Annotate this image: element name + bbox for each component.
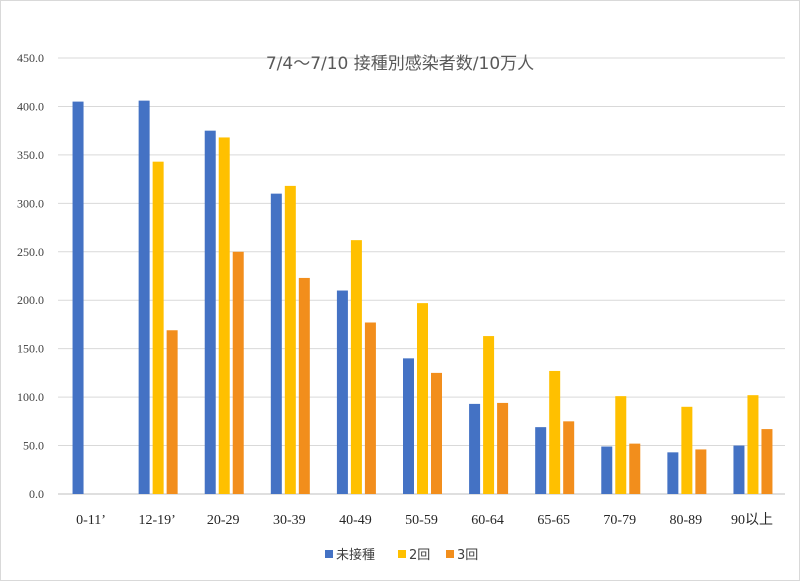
x-tick-label: 70-79 xyxy=(603,513,636,528)
x-tick-label: 20-29 xyxy=(207,513,240,528)
bar-未接種-65-65 xyxy=(535,427,547,494)
gridlines xyxy=(58,57,785,495)
bar-2回-50-59 xyxy=(417,303,428,494)
x-tick-label: 65-65 xyxy=(537,513,570,528)
legend-swatch-3回 xyxy=(446,550,454,558)
bar-2回-90以上 xyxy=(747,395,759,494)
legend-swatch-未接種 xyxy=(325,550,333,558)
y-tick-label: 300.0 xyxy=(17,196,44,210)
y-tick-label: 400.0 xyxy=(17,99,44,113)
bar-未接種-0-11’ xyxy=(72,101,84,494)
legend: 未接種 2回 3回 xyxy=(325,547,478,563)
bar-3回-90以上 xyxy=(761,429,773,494)
bar-2回-70-79 xyxy=(615,396,627,494)
x-tick-label: 50-59 xyxy=(405,513,438,528)
bar-3回-50-59 xyxy=(431,372,442,494)
y-tick-label: 450.0 xyxy=(17,51,44,65)
bar-2回-30-39 xyxy=(284,185,296,495)
y-tick-label: 200.0 xyxy=(17,293,44,307)
y-tick-label: 350.0 xyxy=(17,148,44,162)
bar-3回-30-39 xyxy=(298,277,310,494)
bar-未接種-60-64 xyxy=(469,403,481,494)
bar-2回-60-64 xyxy=(483,336,495,494)
legend-swatch-2回 xyxy=(398,550,406,558)
y-axis-ticks: 0.0 50.0 100.0 150.0 200.0 250.0 300.0 350.0 400… xyxy=(17,51,44,501)
bar-2回-40-49 xyxy=(350,240,362,494)
bar-未接種-20-29 xyxy=(204,130,216,494)
bar-3回-12-19’ xyxy=(166,330,178,494)
bar-2回-80-89 xyxy=(681,406,693,494)
legend-label: 3回 xyxy=(457,548,478,563)
bar-3回-60-64 xyxy=(497,402,509,494)
bar-未接種-80-89 xyxy=(667,452,679,494)
bar-3回-20-29 xyxy=(232,251,244,494)
x-tick-label: 40-49 xyxy=(339,513,372,528)
bar-3回-80-89 xyxy=(695,449,707,494)
bar-3回-65-65 xyxy=(563,421,575,494)
bar-未接種-90以上 xyxy=(733,445,745,494)
bar-3回-70-79 xyxy=(629,443,641,494)
bar-未接種-40-49 xyxy=(336,290,348,494)
x-tick-label: 80-89 xyxy=(670,513,703,528)
x-tick-label: 0-11’ xyxy=(76,513,106,528)
bar-未接種-30-39 xyxy=(270,193,282,494)
x-tick-label: 12-19’ xyxy=(138,513,175,528)
legend-label: 2回 xyxy=(409,548,430,563)
bar-2回-20-29 xyxy=(218,137,230,494)
bar-3回-40-49 xyxy=(364,322,376,494)
chart-title: 7/4～7/10 接種別感染者数/10万人 xyxy=(266,54,534,74)
y-tick-label: 150.0 xyxy=(17,342,44,356)
bar-2回-65-65 xyxy=(549,370,561,494)
x-tick-label: 60-64 xyxy=(471,513,504,528)
x-tick-label: 30-39 xyxy=(273,513,306,528)
bar-未接種-12-19’ xyxy=(138,100,150,495)
bars xyxy=(72,100,773,495)
bar-未接種-50-59 xyxy=(403,358,414,494)
y-tick-label: 50.0 xyxy=(23,439,44,453)
legend-label: 未接種 xyxy=(336,547,375,563)
y-tick-label: 0.0 xyxy=(29,487,44,501)
x-tick-label: 90以上 xyxy=(731,512,773,528)
bar-2回-12-19’ xyxy=(152,161,164,494)
x-axis-ticks: 0-11’ 12-19’ 20-29 30-39 40-49 50-59 60-64 65-6… xyxy=(76,512,773,528)
bar-未接種-70-79 xyxy=(601,446,613,494)
y-tick-label: 100.0 xyxy=(17,390,44,404)
y-tick-label: 250.0 xyxy=(17,245,44,259)
